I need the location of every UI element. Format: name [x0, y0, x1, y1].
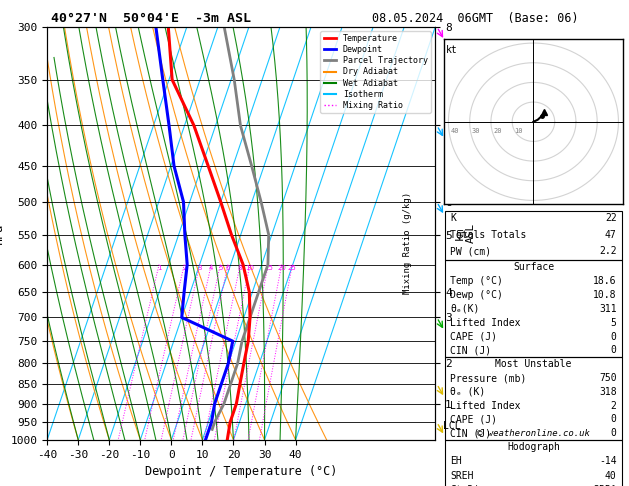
Text: 15: 15	[264, 264, 273, 271]
Text: 2.2: 2.2	[599, 246, 616, 256]
Text: Totals Totals: Totals Totals	[450, 229, 526, 240]
Text: Hodograph: Hodograph	[507, 442, 560, 452]
Text: 10.8: 10.8	[593, 290, 616, 300]
Text: 40: 40	[450, 128, 459, 134]
Text: EH: EH	[450, 456, 462, 467]
Text: PW (cm): PW (cm)	[450, 246, 491, 256]
Text: 5: 5	[611, 318, 616, 328]
Y-axis label: hPa: hPa	[0, 223, 5, 244]
Text: 750: 750	[599, 373, 616, 383]
Text: CAPE (J): CAPE (J)	[450, 331, 498, 342]
Text: 4: 4	[209, 264, 213, 271]
Text: Lifted Index: Lifted Index	[450, 400, 521, 411]
Text: 0: 0	[611, 428, 616, 438]
Text: 2: 2	[611, 400, 616, 411]
Text: 318: 318	[599, 387, 616, 397]
Text: θₑ (K): θₑ (K)	[450, 387, 486, 397]
Text: 25: 25	[288, 264, 297, 271]
Text: 0: 0	[611, 346, 616, 355]
Y-axis label: km
ASL: km ASL	[455, 223, 476, 243]
Text: 20: 20	[277, 264, 286, 271]
Text: Temp (°C): Temp (°C)	[450, 276, 503, 286]
Text: -14: -14	[599, 456, 616, 467]
Text: Mixing Ratio (g/kg): Mixing Ratio (g/kg)	[403, 192, 412, 294]
Text: 8: 8	[238, 264, 242, 271]
Text: 0: 0	[611, 415, 616, 424]
Text: Lifted Index: Lifted Index	[450, 318, 521, 328]
Text: 22: 22	[605, 213, 616, 223]
Text: 20: 20	[493, 128, 501, 134]
Text: 10: 10	[245, 264, 255, 271]
Text: 47: 47	[605, 229, 616, 240]
Text: 5: 5	[218, 264, 223, 271]
Text: CIN (J): CIN (J)	[450, 346, 491, 355]
Text: kt: kt	[447, 45, 458, 55]
Text: 1: 1	[157, 264, 161, 271]
Text: Dewp (°C): Dewp (°C)	[450, 290, 503, 300]
Text: SREH: SREH	[450, 471, 474, 481]
Text: 0: 0	[611, 331, 616, 342]
Text: 6: 6	[226, 264, 230, 271]
Legend: Temperature, Dewpoint, Parcel Trajectory, Dry Adiabat, Wet Adiabat, Isotherm, Mi: Temperature, Dewpoint, Parcel Trajectory…	[320, 31, 431, 113]
Text: 2: 2	[182, 264, 186, 271]
Text: 3: 3	[198, 264, 202, 271]
Text: θₑ(K): θₑ(K)	[450, 304, 480, 314]
Text: 40: 40	[605, 471, 616, 481]
Text: Pressure (mb): Pressure (mb)	[450, 373, 526, 383]
Text: 40°27'N  50°04'E  -3m ASL: 40°27'N 50°04'E -3m ASL	[51, 12, 251, 25]
X-axis label: Dewpoint / Temperature (°C): Dewpoint / Temperature (°C)	[145, 465, 337, 478]
Text: 311: 311	[599, 304, 616, 314]
Text: 08.05.2024  06GMT  (Base: 06): 08.05.2024 06GMT (Base: 06)	[372, 12, 578, 25]
Text: 30: 30	[472, 128, 481, 134]
Text: Surface: Surface	[513, 262, 554, 272]
Text: © weatheronline.co.uk: © weatheronline.co.uk	[477, 429, 590, 438]
Text: LCL: LCL	[443, 421, 460, 431]
Text: CIN (J): CIN (J)	[450, 428, 491, 438]
Text: 18.6: 18.6	[593, 276, 616, 286]
Text: K: K	[450, 213, 456, 223]
Text: Most Unstable: Most Unstable	[495, 359, 572, 369]
Text: CAPE (J): CAPE (J)	[450, 415, 498, 424]
Text: 10: 10	[515, 128, 523, 134]
